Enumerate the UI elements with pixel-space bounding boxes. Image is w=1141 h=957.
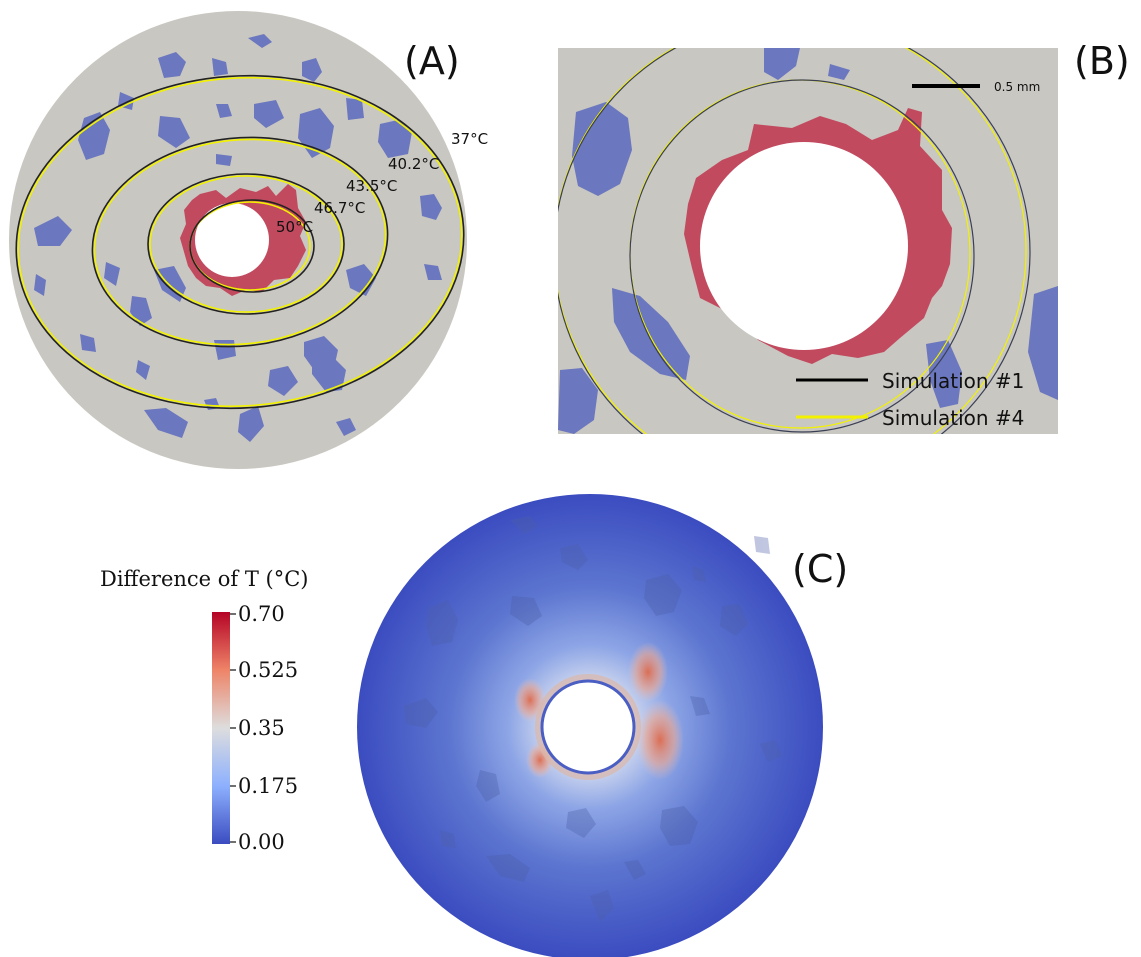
legend-label-sim4: Simulation #4 <box>882 406 1024 430</box>
vessel-shadow <box>566 808 596 838</box>
isotherm-contours <box>15 74 465 410</box>
needle-hole <box>540 679 636 775</box>
vessel-blob <box>558 368 598 434</box>
vessel-blob <box>80 334 96 352</box>
vessel-shadow <box>440 830 456 848</box>
isotherm-sim1 <box>15 74 465 410</box>
vessel-blob <box>158 116 190 148</box>
vessel-shadow <box>560 544 588 570</box>
vessel-shadow <box>754 536 770 554</box>
isotherm-sim4 <box>93 138 387 346</box>
vessel-blob <box>34 274 46 296</box>
isotherm-label-37: 37°C <box>451 130 488 148</box>
vessel-shadow <box>486 854 530 882</box>
vessel-blob <box>34 216 72 246</box>
isotherm-sim1 <box>189 199 315 293</box>
hot-ring <box>535 674 641 780</box>
panel-b: 0.5 mm Simulation #1 Simulation #4 (B) <box>558 39 1130 434</box>
vessel-blob <box>926 340 962 408</box>
colorbar-tick-label: 0.525 <box>238 658 298 682</box>
vessel-blob <box>154 266 186 302</box>
vessel-blob <box>336 418 356 436</box>
legend: Simulation #1 Simulation #4 <box>796 369 1024 430</box>
hotspot <box>636 700 684 780</box>
panel-c: (C) Difference of T (°C) 0.70 0.525 0.35… <box>100 494 848 957</box>
vessel-blob <box>118 92 134 110</box>
vessel-blob <box>144 408 188 438</box>
vessel-blob <box>212 58 228 76</box>
isotherm-sim1 <box>629 79 975 433</box>
legend-label-sim1: Simulation #1 <box>882 369 1024 393</box>
vessel-blob <box>78 112 110 160</box>
panel-label-c: (C) <box>792 547 848 591</box>
vessel-blob <box>346 98 364 120</box>
vessel-blob <box>346 264 376 296</box>
vessel-shadows <box>404 516 782 922</box>
vessel-blob <box>612 288 690 380</box>
vessel-shadow <box>590 890 614 922</box>
vessel-blob <box>1028 286 1058 400</box>
vessel-shadow <box>644 574 682 616</box>
vessel-blob <box>420 194 442 220</box>
isotherm-label-50: 50°C <box>276 218 313 236</box>
vessel-shadow <box>510 596 542 626</box>
colorbar-tick-label: 0.00 <box>238 830 285 854</box>
isotherm-sim4 <box>149 175 343 313</box>
vessel-blob <box>254 100 284 128</box>
colorbar-tick-label: 0.70 <box>238 602 285 626</box>
vessel-shadow <box>404 698 438 728</box>
vessel-blob <box>828 64 850 80</box>
isotherm-label-43-5: 43.5°C <box>346 177 397 195</box>
isotherm-label-40-2: 40.2°C <box>388 155 439 173</box>
vessel-blob <box>572 102 632 196</box>
vessel-shadow <box>692 566 706 582</box>
isotherm-sim1 <box>558 48 1031 434</box>
panel-label-b: (B) <box>1074 39 1130 83</box>
colorbar-tick-label: 0.175 <box>238 774 298 798</box>
vessel-blob <box>216 104 232 118</box>
isotherm-sim4 <box>558 48 1027 434</box>
colorbar: Difference of T (°C) 0.70 0.525 0.35 0.1… <box>100 567 308 854</box>
vessel-shadow <box>510 516 538 534</box>
isotherm-label-46-7: 46.7°C <box>314 199 365 217</box>
panel-label-a: (A) <box>404 39 460 83</box>
vessel-blob <box>158 52 186 78</box>
vessel-shadow <box>426 600 458 646</box>
vessel-shadow <box>720 604 748 636</box>
needle-hole <box>700 142 908 350</box>
isotherm-sim1 <box>91 136 389 348</box>
vessel-shadow <box>660 806 698 846</box>
vessel-blob <box>312 354 346 392</box>
vessel-blob <box>216 154 232 166</box>
needle-hole <box>195 203 269 277</box>
vessel-shadow <box>760 740 782 762</box>
vessel-blob <box>378 120 412 158</box>
vessel-blob <box>764 48 800 80</box>
colorbar-gradient <box>212 612 230 844</box>
vessel-blob <box>248 34 272 48</box>
vessel-blob <box>302 58 322 82</box>
isotherm-sim1 <box>147 173 345 315</box>
isotherm-sim4 <box>17 76 463 408</box>
colorbar-tick-label: 0.35 <box>238 716 285 740</box>
vessel-blob <box>136 360 150 380</box>
vessel-blob <box>104 262 120 286</box>
vessel-shadow <box>690 696 710 716</box>
vessel-shadow <box>624 860 646 880</box>
vessel-blob <box>424 264 442 280</box>
scale-bar-label: 0.5 mm <box>994 80 1040 94</box>
vessel-blob <box>268 366 298 396</box>
panel-a: 37°C 40.2°C 43.5°C 46.7°C 50°C (A) <box>9 11 488 469</box>
colorbar-title: Difference of T (°C) <box>100 567 308 591</box>
hotspot <box>628 642 668 702</box>
vessel-shadow <box>476 770 500 802</box>
vessel-blob <box>238 406 264 442</box>
